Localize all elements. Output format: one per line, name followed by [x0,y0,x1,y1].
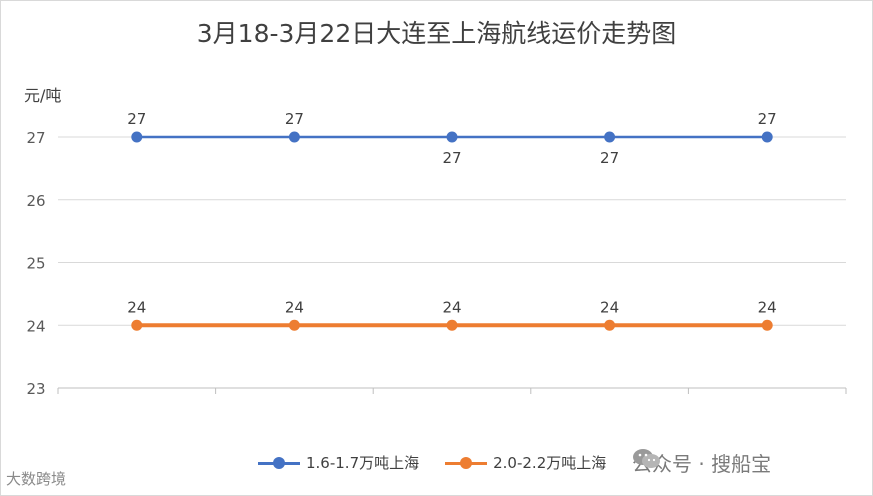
data-point-series-2 [288,319,300,331]
legend-label-series-1: 1.6-1.7万吨上海 [306,454,420,472]
data-point-series-1 [446,131,458,143]
data-point-series-2 [131,319,143,331]
y-axis-unit-label: 元/吨 [24,86,62,105]
data-point-series-1 [761,131,773,143]
watermark-left: 大数跨境 [6,468,66,489]
y-tick-label-27: 27 [26,129,45,147]
wechat-icon [633,449,660,468]
legend-swatch-series-1 [258,456,300,470]
y-tick-label-26: 26 [26,192,45,210]
data-point-series-2 [446,319,458,331]
legend-item-series-2[interactable]: 2.0-2.2万吨上海 [445,452,606,473]
data-point-series-2 [604,319,616,331]
y-tick-label-24: 24 [26,317,45,335]
legend-swatch-series-2 [445,456,488,470]
data-label-series-1: 27 [127,110,146,128]
data-label-series-2: 24 [127,298,146,316]
data-point-series-1 [604,131,616,143]
data-label-series-2: 24 [285,298,304,316]
data-label-series-2: 24 [600,298,619,316]
data-label-series-2: 24 [758,298,777,316]
data-label-series-1: 27 [600,149,619,167]
y-tick-label-25: 25 [26,255,45,273]
watermark-right: 公众号 · 搜船宝 [632,448,771,477]
data-point-series-2 [761,319,773,331]
legend-item-series-1[interactable]: 1.6-1.7万吨上海 [258,452,419,473]
data-point-series-1 [288,131,300,143]
data-label-series-1: 27 [285,110,304,128]
data-label-series-1: 27 [758,110,777,128]
legend: 1.6-1.7万吨上海 2.0-2.2万吨上海 [258,452,632,473]
legend-label-series-2: 2.0-2.2万吨上海 [493,454,607,472]
y-tick-label-23: 23 [26,380,45,398]
chart-title: 3月18-3月22日大连至上海航线运价走势图 [196,19,677,48]
data-label-series-2: 24 [442,298,461,316]
watermark-left-text: 大数跨境 [6,470,67,488]
data-label-series-1: 27 [442,149,461,167]
data-point-series-1 [131,131,143,143]
